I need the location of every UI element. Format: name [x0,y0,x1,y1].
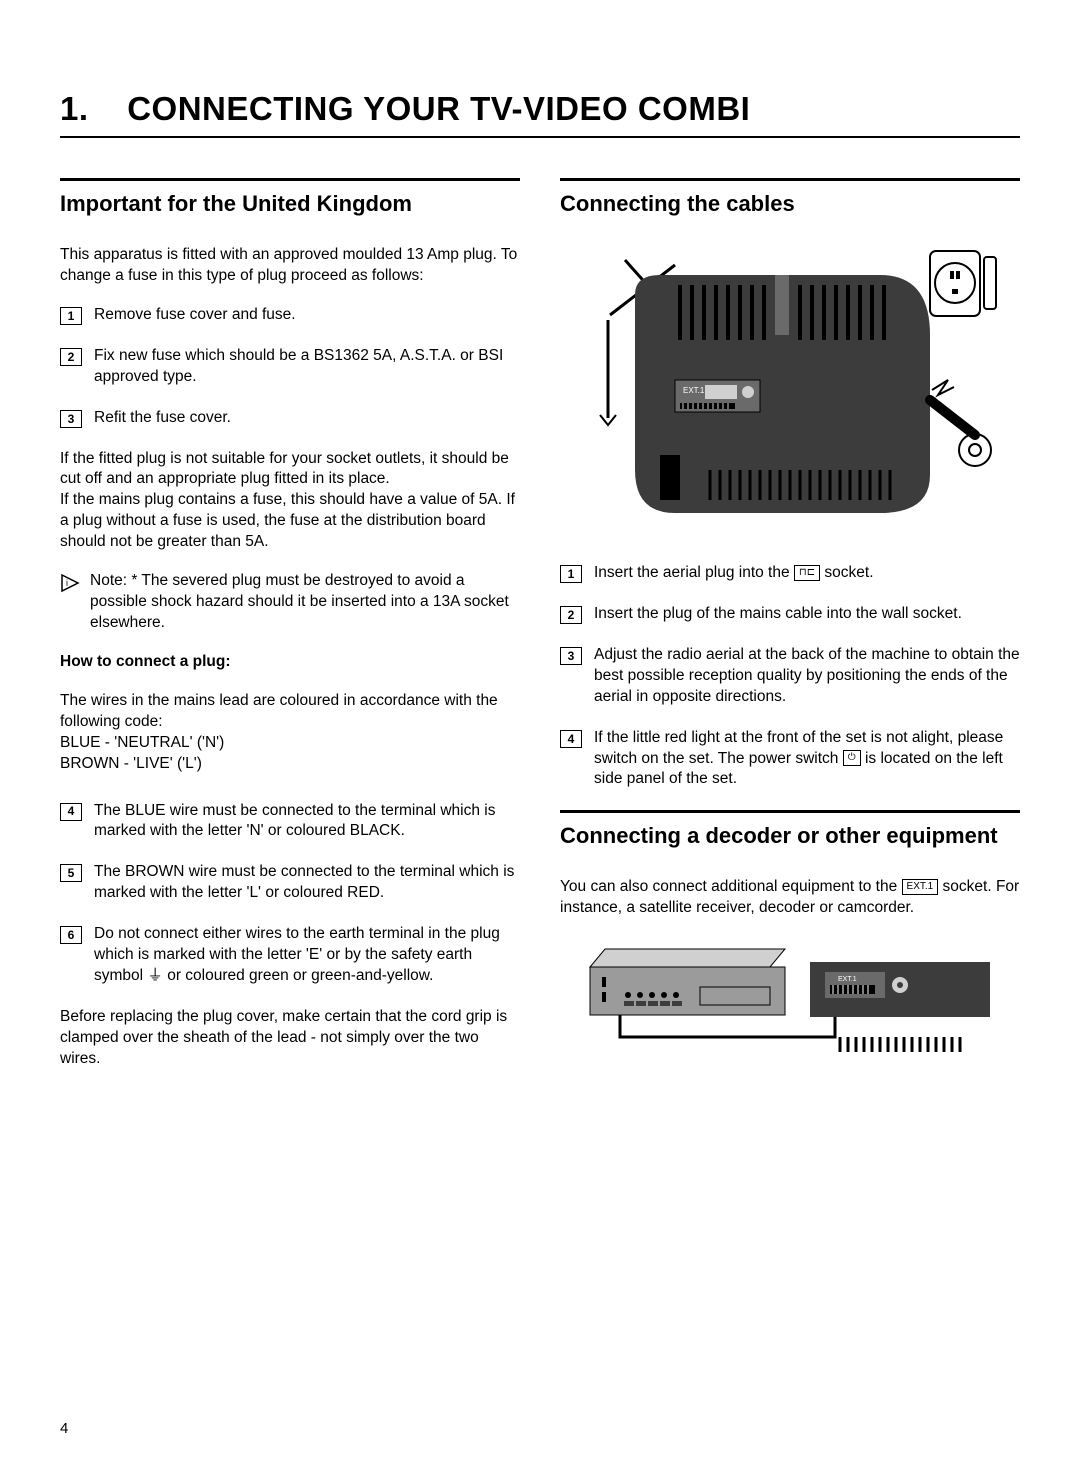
aerial-socket-icon: ⊓⊏ [794,565,820,581]
tv-rear-figure: EXT.1 [560,245,1020,535]
section-rule [60,178,520,181]
step-item: 3 Refit the fuse cover. [60,408,520,429]
left-column: Important for the United Kingdom This ap… [60,178,520,1095]
step-number-box: 2 [560,606,582,624]
section-rule [560,810,1020,813]
svg-text:i: i [66,578,68,588]
step-number-box: 4 [560,730,582,748]
step-item: 2 Insert the plug of the mains cable int… [560,604,1020,625]
closing-paragraph: Before replacing the plug cover, make ce… [60,1007,520,1070]
step-number-box: 3 [560,647,582,665]
page-number: 4 [60,1420,68,1437]
note-row: i Note: * The severed plug must be destr… [60,571,520,634]
body-text: If the fitted plug is not suitable for y… [60,449,520,554]
two-column-layout: Important for the United Kingdom This ap… [60,178,1020,1095]
chapter-rule [60,136,1020,138]
step-item: 1 Remove fuse cover and fuse. [60,305,520,326]
chapter-number: 1. [60,90,89,127]
body-text: Before replacing the plug cover, make ce… [60,1007,520,1070]
chapter-text: CONNECTING YOUR TV-VIDEO COMBI [127,90,750,127]
step-number-box: 3 [60,410,82,428]
ext1-label-box: EXT.1 [902,879,939,895]
step-item: 1 Insert the aerial plug into the ⊓⊏ soc… [560,563,1020,584]
step-text: The BROWN wire must be connected to the … [94,862,520,904]
step-text: Fix new fuse which should be a BS1362 5A… [94,346,520,388]
step-text: Insert the aerial plug into the ⊓⊏ socke… [594,563,874,584]
note-text: Note: * The severed plug must be destroy… [90,571,520,634]
step-item: 5 The BROWN wire must be connected to th… [60,862,520,904]
how-to-title: How to connect a plug: [60,652,520,673]
section-title-cables: Connecting the cables [560,191,1020,217]
paragraph: If the fitted plug is not suitable for y… [60,449,520,554]
text-part: Insert the aerial plug into the [594,564,794,581]
step-item: 4 The BLUE wire must be connected to the… [60,801,520,843]
step-number-box: 2 [60,348,82,366]
step-number-box: 1 [60,307,82,325]
info-arrow-icon: i [60,573,80,600]
intro-paragraph: This apparatus is fitted with an approve… [60,245,520,287]
right-column: Connecting the cables [560,178,1020,1095]
text-part: You can also connect additional equipmen… [560,878,902,895]
step-text: The BLUE wire must be connected to the t… [94,801,520,843]
step-item: 3 Adjust the radio aerial at the back of… [560,645,1020,708]
step-text: If the little red light at the front of … [594,728,1020,791]
step-item: 6 Do not connect either wires to the ear… [60,924,520,987]
step-number-box: 6 [60,926,82,944]
body-text: This apparatus is fitted with an approve… [60,245,520,287]
how-to-body: The wires in the mains lead are coloured… [60,691,520,775]
step-number-box: 5 [60,864,82,882]
step-text: Insert the plug of the mains cable into … [594,604,962,625]
step-text: Remove fuse cover and fuse. [94,305,296,326]
section-title-uk: Important for the United Kingdom [60,191,520,217]
section-rule [560,178,1020,181]
svg-text:EXT.1: EXT.1 [683,386,705,395]
decoder-connection-figure: EXT.1 [560,937,1020,1067]
step-text: Refit the fuse cover. [94,408,231,429]
step-number-box: 1 [560,565,582,583]
power-icon: ⏻ [843,750,861,766]
step-text: Adjust the radio aerial at the back of t… [594,645,1020,708]
step-item: 4 If the little red light at the front o… [560,728,1020,791]
step-text: Do not connect either wires to the earth… [94,924,520,987]
body-text: You can also connect additional equipmen… [560,877,1020,919]
chapter-title: 1. CONNECTING YOUR TV-VIDEO COMBI [60,90,1020,128]
step-item: 2 Fix new fuse which should be a BS1362 … [60,346,520,388]
text-part: socket. [824,564,873,581]
step-number-box: 4 [60,803,82,821]
svg-text:EXT.1: EXT.1 [838,976,857,983]
section-title-decoder: Connecting a decoder or other equipment [560,823,1020,849]
body-text: How to connect a plug: The wires in the … [60,652,520,775]
decoder-paragraph: You can also connect additional equipmen… [560,877,1020,919]
